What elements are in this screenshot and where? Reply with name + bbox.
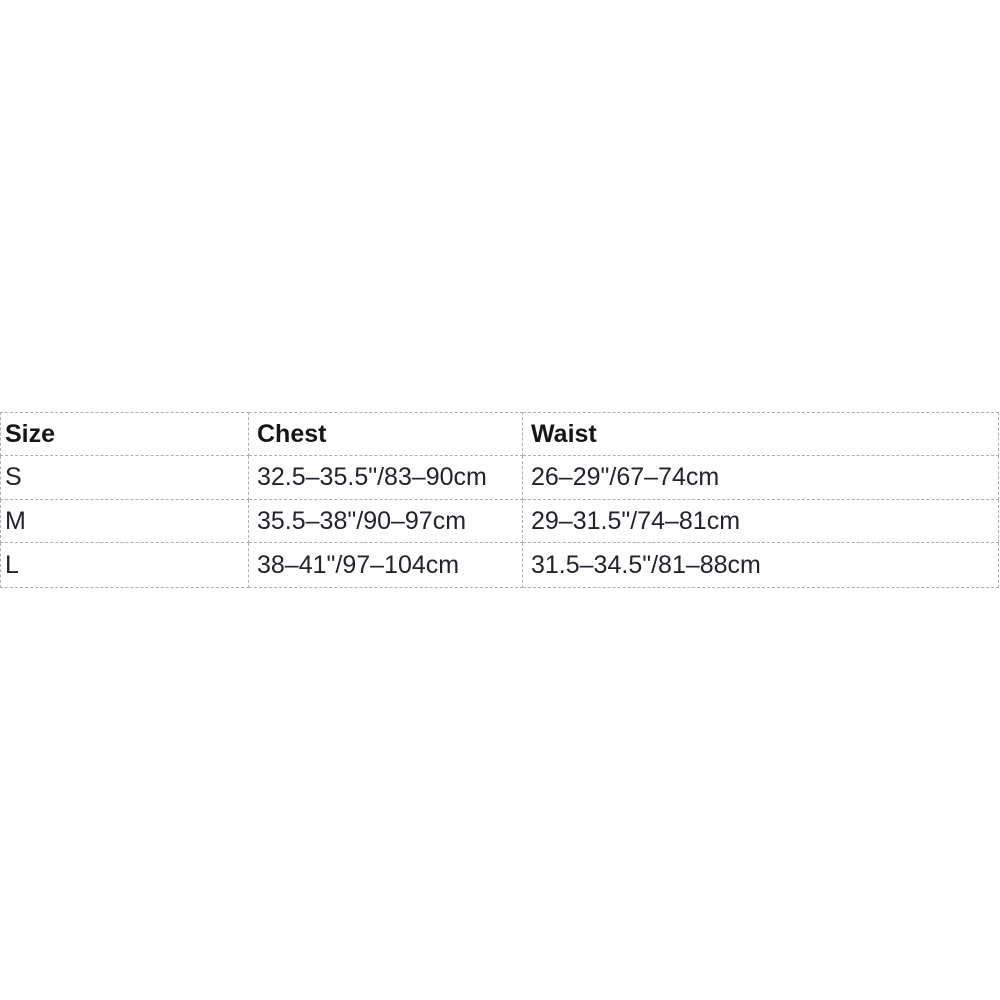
cell-size-s: S	[0, 455, 249, 500]
cell-size-m: M	[0, 499, 249, 543]
cell-chest-m: 35.5–38"/90–97cm	[248, 499, 523, 543]
table-row-l: L 38–41"/97–104cm 31.5–34.5"/81–88cm	[0, 542, 999, 588]
cell-chest-l: 38–41"/97–104cm	[248, 542, 523, 588]
column-header-chest: Chest	[248, 412, 523, 456]
cell-waist-l: 31.5–34.5"/81–88cm	[522, 542, 999, 588]
column-header-size: Size	[0, 412, 249, 456]
column-header-waist: Waist	[522, 412, 999, 456]
header-row: Size Chest Waist	[0, 412, 999, 456]
cell-size-l: L	[0, 542, 249, 588]
table-row-s: S 32.5–35.5"/83–90cm 26–29"/67–74cm	[0, 455, 999, 500]
cell-chest-s: 32.5–35.5"/83–90cm	[248, 455, 523, 500]
table-row-m: M 35.5–38"/90–97cm 29–31.5"/74–81cm	[0, 499, 999, 543]
cell-waist-s: 26–29"/67–74cm	[522, 455, 999, 500]
size-chart-table: Size Chest Waist S 32.5–35.5"/83–90cm 26…	[0, 412, 999, 588]
cell-waist-m: 29–31.5"/74–81cm	[522, 499, 999, 543]
